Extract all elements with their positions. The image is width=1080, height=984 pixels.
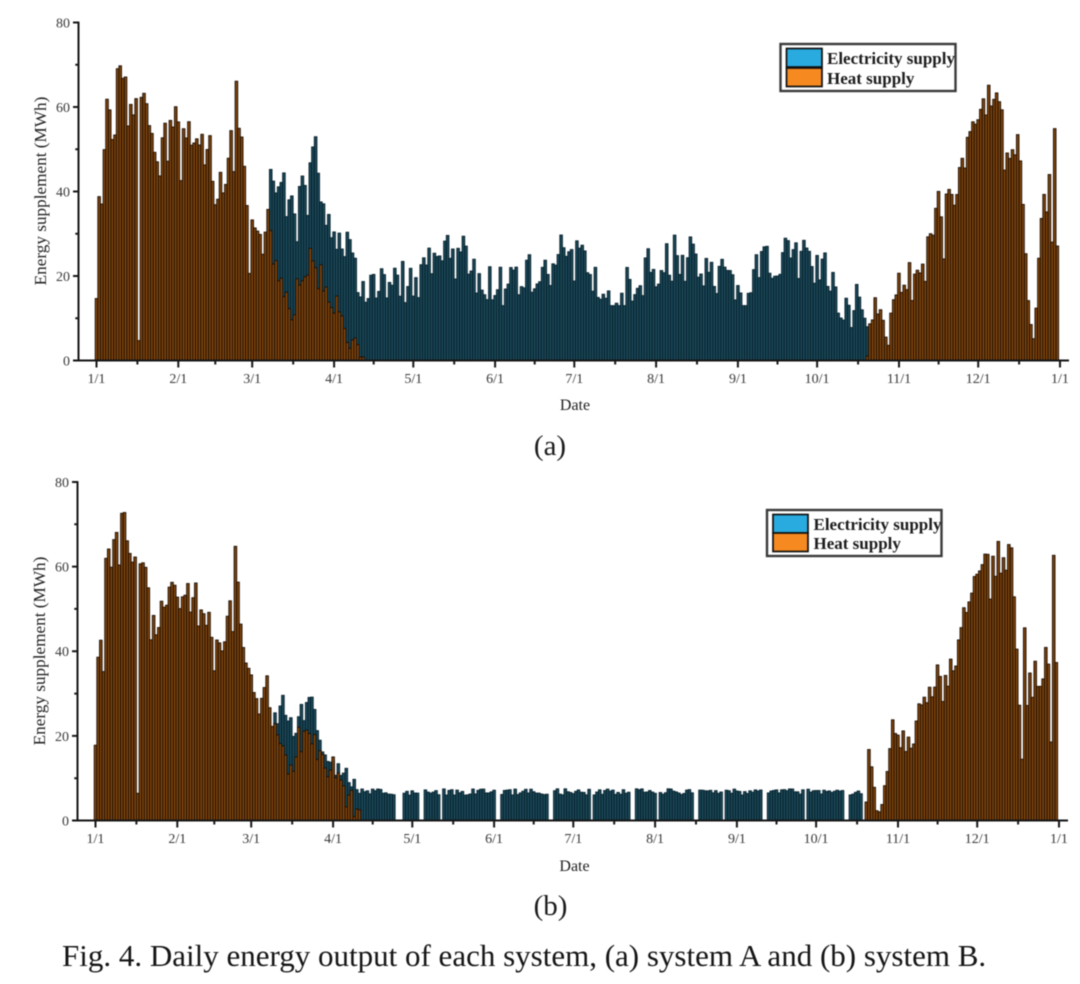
svg-text:Heat supply: Heat supply	[814, 534, 902, 553]
svg-text:Date: Date	[560, 397, 590, 414]
svg-text:1/1: 1/1	[87, 832, 105, 847]
svg-text:8/1: 8/1	[646, 832, 664, 847]
svg-text:8/1: 8/1	[647, 372, 665, 387]
svg-text:11/1: 11/1	[886, 832, 910, 847]
svg-text:40: 40	[56, 186, 70, 201]
svg-text:80: 80	[55, 476, 69, 491]
svg-text:Electricity supply: Electricity supply	[827, 49, 955, 68]
svg-text:20: 20	[55, 730, 69, 745]
svg-text:40: 40	[55, 645, 69, 660]
svg-text:3/1: 3/1	[242, 832, 260, 847]
svg-text:Energy supplement (MWh): Energy supplement (MWh)	[31, 97, 50, 286]
svg-text:(b): (b)	[534, 890, 568, 922]
svg-text:60: 60	[55, 561, 69, 576]
svg-text:9/1: 9/1	[729, 372, 747, 387]
svg-text:11/1: 11/1	[887, 372, 911, 387]
svg-text:Fig. 4. Daily energy output of: Fig. 4. Daily energy output of each syst…	[62, 938, 986, 973]
svg-text:Electricity supply: Electricity supply	[814, 515, 942, 534]
svg-text:6/1: 6/1	[485, 832, 503, 847]
svg-text:0: 0	[63, 355, 70, 370]
svg-text:10/1: 10/1	[805, 372, 830, 387]
svg-text:Energy supplement (MWh): Energy supplement (MWh)	[30, 557, 49, 746]
svg-text:20: 20	[56, 270, 70, 285]
svg-text:5/1: 5/1	[403, 832, 421, 847]
svg-text:80: 80	[56, 17, 70, 32]
svg-text:1/1: 1/1	[88, 372, 106, 387]
svg-text:60: 60	[56, 101, 70, 116]
svg-text:12/1: 12/1	[965, 832, 990, 847]
svg-text:1/1: 1/1	[1051, 372, 1069, 387]
svg-text:4/1: 4/1	[324, 832, 342, 847]
svg-text:10/1: 10/1	[804, 832, 829, 847]
svg-text:2/1: 2/1	[169, 372, 187, 387]
svg-text:Date: Date	[559, 858, 589, 875]
svg-text:5/1: 5/1	[404, 372, 422, 387]
svg-text:(a): (a)	[534, 430, 566, 462]
svg-text:7/1: 7/1	[564, 832, 582, 847]
svg-text:Heat supply: Heat supply	[827, 69, 915, 88]
svg-text:0: 0	[62, 815, 69, 830]
svg-text:6/1: 6/1	[486, 372, 504, 387]
svg-text:12/1: 12/1	[966, 372, 991, 387]
svg-text:7/1: 7/1	[565, 372, 583, 387]
svg-text:9/1: 9/1	[728, 832, 746, 847]
svg-text:2/1: 2/1	[168, 832, 186, 847]
svg-text:3/1: 3/1	[243, 372, 261, 387]
svg-text:1/1: 1/1	[1050, 832, 1068, 847]
svg-text:4/1: 4/1	[325, 372, 343, 387]
